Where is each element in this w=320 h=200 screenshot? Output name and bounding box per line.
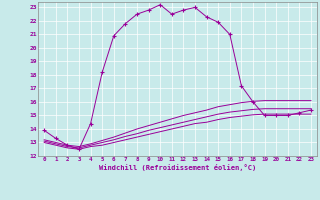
X-axis label: Windchill (Refroidissement éolien,°C): Windchill (Refroidissement éolien,°C): [99, 164, 256, 171]
